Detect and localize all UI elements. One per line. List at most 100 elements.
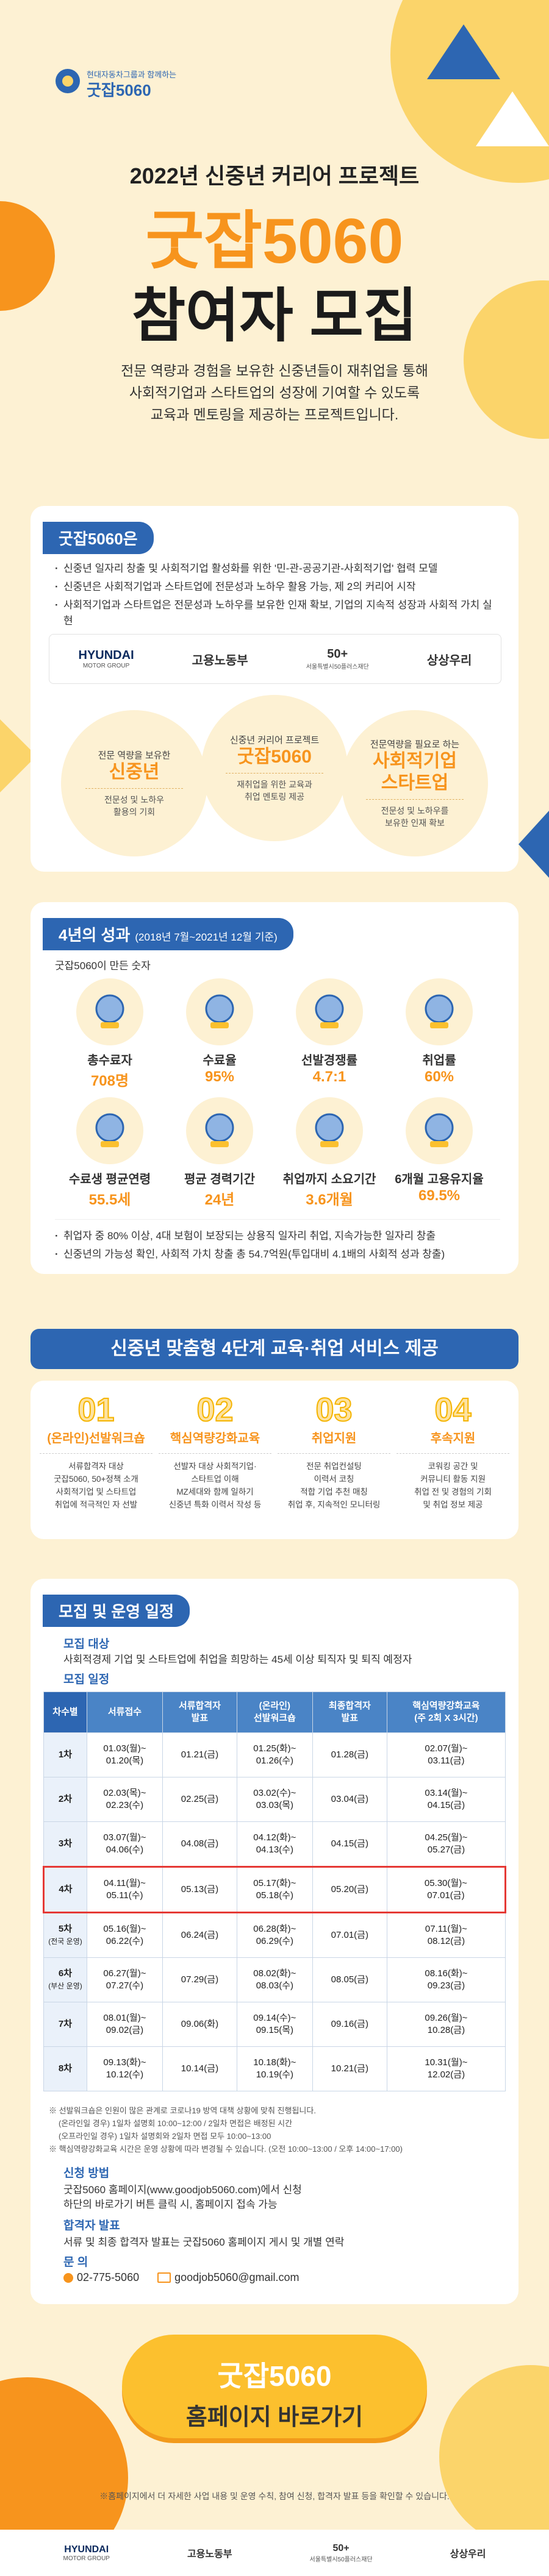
table-row: 6차 (부산 운영) 06.27(월)~ 07.27(수) 07.29(금) 08.02(… xyxy=(43,1957,506,2002)
table-cell: 10.31(월)~ 12.02(금) xyxy=(386,2046,506,2091)
table-cell: 06.24(금) xyxy=(162,1912,237,1958)
cell-line: 01.26(수) xyxy=(256,1756,294,1766)
circle-desc: 전문성 및 노하우를 보유한 인재 확보 xyxy=(366,799,464,829)
cell-line: 05.13(금) xyxy=(181,1884,219,1895)
table-header-cell: 핵심역량강화교육 (주 2회 X 3시간) xyxy=(386,1692,506,1733)
table-cell: 04.12(화)~ 04.13(수) xyxy=(236,1821,313,1867)
row-label-cell: 8차 xyxy=(43,2046,87,2091)
step-number: 03 xyxy=(315,1392,353,1428)
deco-triangle xyxy=(518,811,549,878)
icon-shape xyxy=(95,994,124,1023)
partner-logo: HYUNDAI MOTOR GROUP xyxy=(79,649,134,669)
table-cell: 08.02(화)~ 08.03(수) xyxy=(236,1957,313,2002)
cell-line: 05.17(화)~ xyxy=(253,1878,296,1888)
logo-tagline: 현대자동차그룹과 함께하는 xyxy=(87,70,177,79)
row-label-cell: 7차 xyxy=(43,2002,87,2047)
step-desc-line: 이력서 코칭 xyxy=(314,1475,354,1484)
step-desc-line: 취업에 적극적인 자 선발 xyxy=(54,1500,138,1509)
table-header-cell: 차수별 xyxy=(43,1692,87,1733)
cell-line: 05.16(월)~ xyxy=(103,1924,146,1934)
partner-logo: 50+ 서울특별시50플러스재단 xyxy=(306,647,369,671)
table-cell: 10.21(금) xyxy=(312,2046,387,2091)
deco-circle xyxy=(439,2365,549,2548)
tab-period: (2018년 7월~2021년 12월 기준) xyxy=(135,931,278,943)
logo-name: 굿잡5060 xyxy=(87,81,151,99)
intro-line: 교육과 멘토링을 제공하는 프로젝트입니다. xyxy=(150,407,399,422)
header-line: (온라인) xyxy=(259,1701,291,1711)
cell-line: 09.15(목) xyxy=(256,2025,294,2035)
partner-logos: HYUNDAI MOTOR GROUP 고용노동부 50+ 서울특별시50플러스재단 상상… xyxy=(49,635,501,683)
partner-name: 50+ xyxy=(332,2542,350,2553)
stat-icon xyxy=(76,1097,143,1164)
stat-label: 선발경쟁률 xyxy=(301,1054,357,1067)
email-icon xyxy=(157,2272,171,2283)
step-desc: 코워킹 공간 및 커뮤니티 활동 지원 취업 전 및 경험의 기회 및 취업 정보 제… xyxy=(396,1453,509,1511)
step-desc-line: 취업 전 및 경험의 기회 xyxy=(414,1487,492,1496)
table-header-cell: 최종합격자 발표 xyxy=(312,1692,387,1733)
partner-name: 50+ xyxy=(327,647,348,661)
cell-line: 10.18(화)~ xyxy=(253,2057,296,2068)
step-desc-line: 적합 기업 추천 매칭 xyxy=(300,1487,368,1496)
circle-desc: 재취업을 위한 교육과 취업 멘토링 제공 xyxy=(226,773,323,803)
cell-line: 05.30(월)~ xyxy=(424,1878,467,1888)
step-desc-line: 선발자 대상 사회적기업· xyxy=(173,1462,257,1471)
hero-intro: 전문 역량과 경험을 보유한 신중년들이 재취업을 통해 사회적기업과 스타트업의… xyxy=(0,360,549,425)
table-cell: 03.07(월)~ 04.06(수) xyxy=(87,1821,163,1867)
cell-line: 04.15(금) xyxy=(331,1838,368,1849)
field-label: 모집 일정 xyxy=(63,1673,110,1686)
icon-shape xyxy=(210,1022,229,1028)
logo-mark xyxy=(56,69,80,93)
cell-line: 09.14(수)~ xyxy=(253,2013,296,2023)
step: 01 (온라인)선발워크숍 서류합격자 대상 굿잡5060, 50+정책 소개 사회적기… xyxy=(40,1392,152,1511)
cell-line: 04.25(월)~ xyxy=(425,1832,468,1843)
field-label: 합격자 발표 xyxy=(63,2219,120,2232)
about-bullets: 신중년 일자리 창출 및 사회적기업 활성화를 위한 '민-관-공공기관-사회적… xyxy=(55,561,500,632)
icon-shape xyxy=(430,1141,448,1147)
table-cell: 04.15(금) xyxy=(312,1821,387,1867)
homepage-button[interactable]: 굿잡5060 홈페이지 바로가기 xyxy=(122,2335,427,2438)
stat-icon xyxy=(76,978,143,1045)
field-text: 서류 및 최종 합격자 발표는 굿잡5060 홈페이지 게시 및 개별 연락 xyxy=(63,2236,345,2248)
cell-line: 09.13(화)~ xyxy=(103,2057,146,2068)
partner-sub: 서울특별시50플러스재단 xyxy=(306,664,369,671)
contact-email: goodjob5060@gmail.com xyxy=(157,2271,300,2284)
note: (오프라인일 경우) 1일차 설명회와 2일차 면접 모두 10:00~13:0… xyxy=(59,2132,271,2141)
cell-line: 08.02(화)~ xyxy=(253,1968,296,1979)
icon-shape xyxy=(430,1022,448,1028)
cell-line: 01.25(화)~ xyxy=(253,1743,296,1754)
deco-triangle xyxy=(476,91,549,146)
partner-logos: HYUNDAI MOTOR GROUP 고용노동부 50+ 서울특별시50플러스재단 상상… xyxy=(24,2530,525,2576)
bullet: 취업자 중 80% 이상, 4대 보험이 보장되는 상용직 일자리 취업, 지속… xyxy=(55,1228,500,1244)
icon-shape xyxy=(425,994,454,1023)
cell-line: 03.04(금) xyxy=(331,1794,368,1804)
stat-icon-graphic xyxy=(315,1113,344,1147)
cell-line: 5차 xyxy=(58,1924,73,1934)
deco-triangles xyxy=(0,719,37,792)
circle-desc-line: 재취업을 위한 교육과 xyxy=(237,780,312,789)
table-cell: 04.08(금) xyxy=(162,1821,237,1867)
step-number: 04 xyxy=(434,1392,472,1428)
icon-shape xyxy=(205,994,234,1023)
step-desc-line: 및 취업 정보 제공 xyxy=(423,1500,483,1509)
table-cell: 08.01(월)~ 09.02(금) xyxy=(87,2002,163,2047)
step-number: 01 xyxy=(77,1392,115,1428)
table-cell: 05.13(금) xyxy=(162,1866,237,1913)
phone-number: 02-775-5060 xyxy=(77,2271,140,2283)
step-desc-line: 사회적기업 및 스타트업 xyxy=(56,1487,137,1496)
field-text: 하단의 바로가기 버튼 클릭 시, 홈페이지 접속 가능 xyxy=(63,2199,278,2210)
table-cell: 01.21(금) xyxy=(162,1732,237,1777)
steps-card: 01 (온라인)선발워크숍 서류합격자 대상 굿잡5060, 50+정책 소개 사회적기… xyxy=(30,1381,518,1539)
schedule-table: 차수별 서류접수 서류합격자 발표 (온라인) 선발워크숍 최종합격자 발표 핵심역량강화교육 (… xyxy=(43,1692,507,2091)
table-cell: 03.02(수)~ 03.03(목) xyxy=(236,1777,313,1822)
circle-main: 사회적기업 xyxy=(373,751,457,771)
stat-value: 95% xyxy=(204,1069,235,1085)
step-desc: 선발자 대상 사회적기업· 스타트업 이해 MZ세대와 함께 일하기 신중년 특화 이… xyxy=(159,1453,271,1511)
table-header-cell: (온라인) 선발워크숍 xyxy=(236,1692,313,1733)
stat-icon-graphic xyxy=(425,994,454,1028)
step-desc-line: 굿잡5060, 50+정책 소개 xyxy=(54,1475,138,1484)
circle-desc: 전문성 및 노하우 활용의 기회 xyxy=(85,788,183,818)
cell-line: 07.01(금) xyxy=(427,1890,465,1901)
cell-line: 02.23(수) xyxy=(106,1800,144,1810)
cell-line: 09.02(금) xyxy=(106,2025,144,2035)
